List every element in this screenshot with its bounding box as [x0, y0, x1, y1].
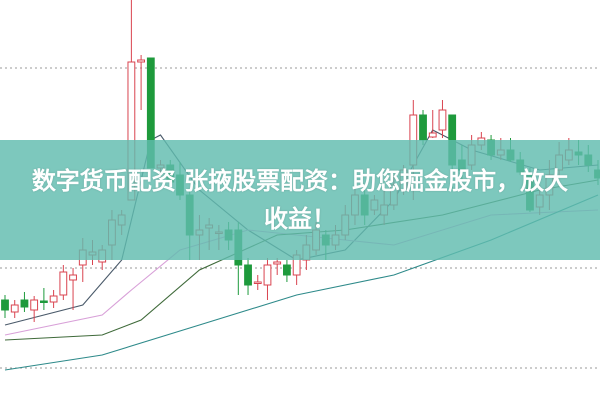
candle-down: [283, 264, 291, 276]
candle-up: [263, 264, 272, 286]
candle-up: [69, 274, 77, 281]
candle-up: [59, 271, 68, 296]
candle-up: [273, 261, 282, 265]
headline-line-1: 数字货币配资 张掖股票配资：助您掘金股市，放大: [31, 167, 569, 195]
candle-up: [10, 304, 19, 313]
candle-up: [30, 299, 39, 311]
candle-up: [428, 132, 437, 138]
candle-up: [137, 59, 146, 63]
headline-banner: 数字货币配资 张掖股票配资：助您掘金股市，放大 收益！: [0, 140, 600, 260]
candle-up: [253, 281, 262, 284]
candle-down: [244, 264, 252, 286]
candle-up: [438, 109, 447, 131]
candle-up: [49, 295, 58, 303]
candle-down: [1, 299, 9, 311]
candle-down: [20, 299, 29, 308]
candle-down: [419, 114, 427, 141]
headline-line-2: 收益！: [264, 205, 336, 233]
candle-down: [39, 300, 48, 303]
